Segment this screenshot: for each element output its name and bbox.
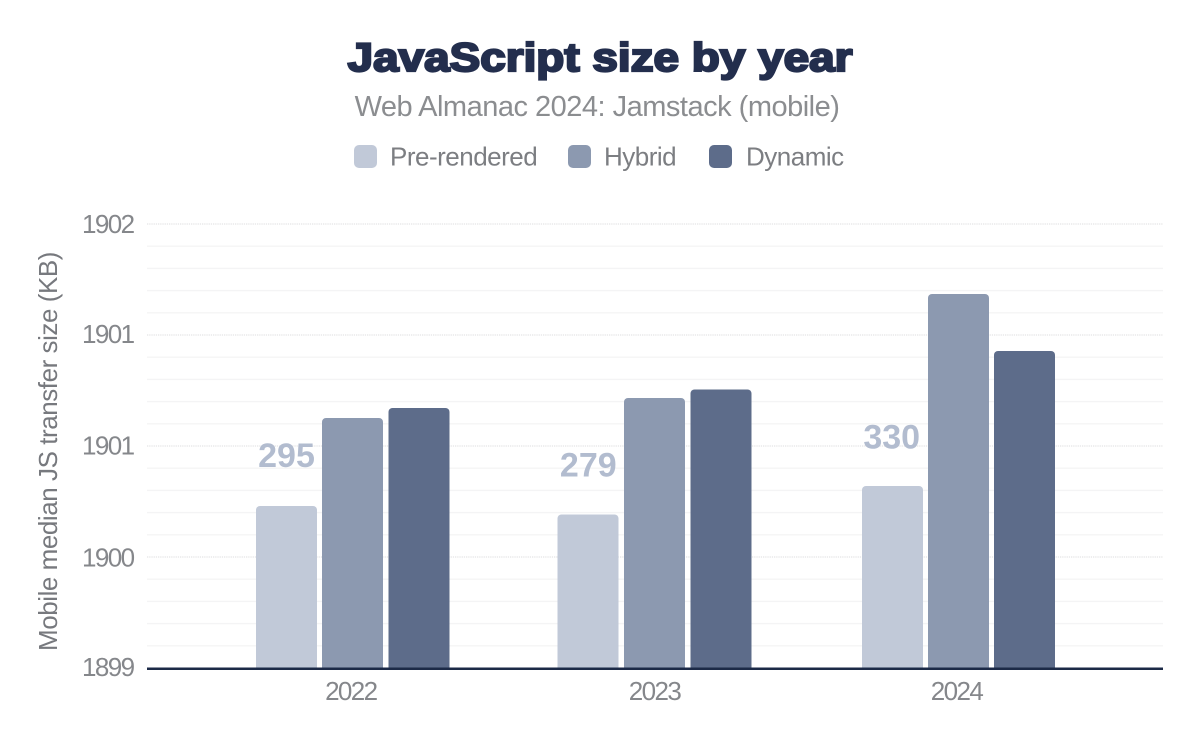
svg-text:2024: 2024 (931, 676, 984, 706)
svg-text:1899: 1899 (82, 652, 135, 682)
svg-text:330: 330 (863, 419, 920, 457)
svg-text:Web Almanac 2024: Jamstack (mo: Web Almanac 2024: Jamstack (mobile) (355, 91, 840, 123)
svg-text:Mobile median JS transfer size: Mobile median JS transfer size (KB) (33, 252, 63, 651)
svg-text:1901: 1901 (82, 431, 135, 461)
svg-text:1901: 1901 (82, 319, 135, 349)
svg-text:2023: 2023 (629, 676, 682, 706)
svg-text:Pre-rendered: Pre-rendered (390, 141, 537, 171)
svg-text:1902: 1902 (82, 209, 135, 239)
svg-text:2022: 2022 (325, 676, 378, 706)
svg-text:1900: 1900 (82, 543, 135, 573)
svg-text:279: 279 (560, 447, 617, 485)
svg-text:Dynamic: Dynamic (746, 141, 844, 171)
svg-text:Hybrid: Hybrid (604, 141, 676, 171)
svg-text:JavaScript size by year: JavaScript size by year (348, 36, 853, 81)
svg-text:295: 295 (258, 437, 315, 475)
